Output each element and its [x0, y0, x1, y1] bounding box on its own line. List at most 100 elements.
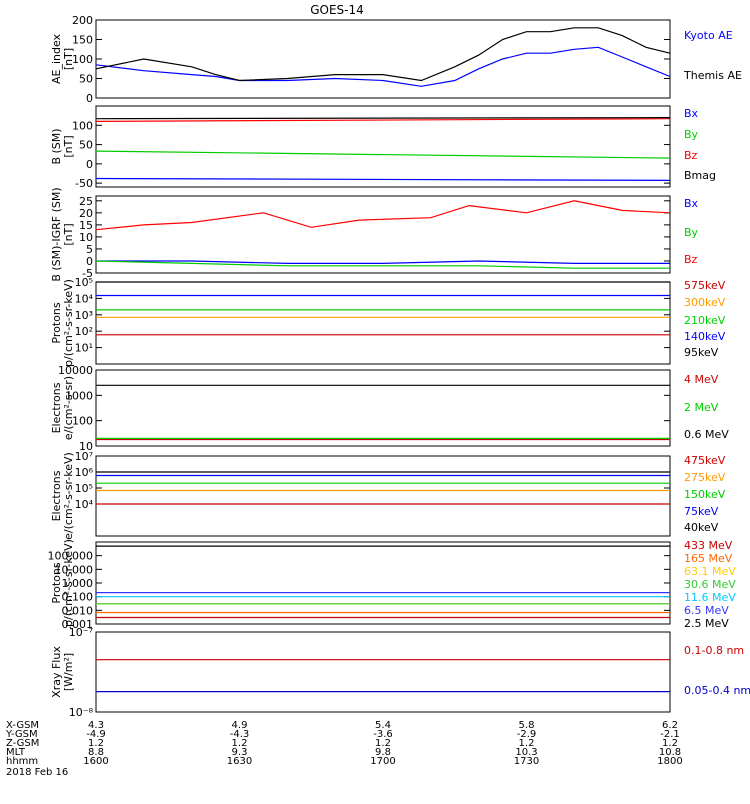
- legend-label: 300keV: [684, 296, 726, 309]
- legend-label: 210keV: [684, 314, 726, 327]
- panel-frame: [96, 282, 670, 364]
- y-axis-label: B (SM)-IGRF (SM)[nT]: [50, 187, 75, 281]
- y-axis-label: B (SM)[nT]: [50, 128, 75, 164]
- legend-label: 575keV: [684, 279, 726, 292]
- x-row-label: hhmm: [6, 756, 38, 767]
- y-tick-label: 10³: [75, 309, 93, 322]
- legend-label: 0.05-0.4 nm: [684, 684, 750, 697]
- panel-8: 10⁻⁸ 10⁻⁷ Xray Flux[W/m²] 0.1-0.8 nm 0.05-0.…: [50, 626, 750, 719]
- legend-label: Bz: [684, 253, 698, 266]
- y-tick-label: 0: [86, 158, 93, 171]
- legend-label: 150keV: [684, 488, 726, 501]
- y-axis-label-line: e/(cm²-s-sr-keV): [62, 452, 75, 540]
- x-tick-label: 1800: [657, 756, 682, 767]
- panel-frame: [96, 632, 670, 712]
- y-axis-label: Electronse/(cm²-s-sr): [50, 376, 75, 440]
- series-line-by: [96, 151, 670, 158]
- y-tick-label: 5: [86, 243, 93, 256]
- legend-label: Bx: [684, 107, 699, 120]
- legend-label: 2.5 MeV: [684, 617, 729, 630]
- x-tick-label: 1700: [370, 756, 395, 767]
- y-tick-label: 10⁻⁸: [69, 706, 94, 719]
- y-tick-label: 150: [72, 34, 93, 47]
- panel-7: 0.0010.0100.1001.00010.000100.000Protons…: [48, 539, 737, 631]
- x-tick-label: 1600: [83, 756, 108, 767]
- y-tick-label: 10⁵: [75, 482, 93, 495]
- y-axis-label-line: e/(cm²-s-sr): [62, 376, 75, 440]
- legend-label: Themis AE: [683, 69, 742, 82]
- y-tick-label: 10: [79, 231, 93, 244]
- legend-label: Bz: [684, 149, 698, 162]
- panel-frame: [96, 542, 670, 624]
- legend-label: 63.1 MeV: [684, 565, 736, 578]
- legend-label: 140keV: [684, 330, 726, 343]
- y-tick-label: 100: [72, 119, 93, 132]
- legend-label: 4 MeV: [684, 373, 719, 386]
- y-tick-label: 0: [86, 92, 93, 105]
- y-tick-label: 10⁵: [75, 276, 93, 289]
- legend-label: 11.6 MeV: [684, 591, 736, 604]
- panel-frame: [96, 456, 670, 536]
- y-tick-label: 10⁷: [75, 450, 93, 463]
- legend-label: 275keV: [684, 471, 726, 484]
- legend-label: 0.6 MeV: [684, 428, 729, 441]
- y-axis-label-line: [W/m²]: [62, 653, 75, 691]
- y-axis-label-line: [nT]: [62, 48, 75, 70]
- y-axis-label: Xray Flux[W/m²]: [50, 646, 75, 698]
- series-line-by: [96, 261, 670, 268]
- y-tick-label: 20: [79, 207, 93, 220]
- y-tick-label: 100: [72, 53, 93, 66]
- y-tick-label: 10⁴: [75, 292, 94, 305]
- legend-label: Bmag: [684, 169, 716, 182]
- legend-label: 40keV: [684, 521, 719, 534]
- y-tick-label: 15: [79, 219, 93, 232]
- y-tick-label: 0: [86, 255, 93, 268]
- legend-label: By: [684, 226, 699, 239]
- y-axis-label-line: [nT]: [62, 223, 75, 245]
- y-tick-label: 10⁶: [75, 466, 94, 479]
- y-axis-label-line: p/(cm²-s-sr-keV): [62, 539, 75, 627]
- legend-label: 6.5 MeV: [684, 604, 729, 617]
- legend-label: 2 MeV: [684, 401, 719, 414]
- y-axis-label: Electronse/(cm²-s-sr-keV): [50, 452, 75, 540]
- legend-label: 95keV: [684, 346, 719, 359]
- legend-label: 30.6 MeV: [684, 578, 736, 591]
- chart-title: GOES-14: [310, 3, 364, 17]
- y-tick-label: 10000: [58, 364, 93, 377]
- x-axis: X-GSMY-GSMZ-GSMMLThhmm4.3-4.91.28.816004…: [5, 720, 683, 778]
- legend-label: Bx: [684, 197, 699, 210]
- legend-label: By: [684, 128, 699, 141]
- y-tick-label: 10¹: [75, 342, 93, 355]
- y-axis-label: Protonsp/(cm²-s-sr-keV): [50, 279, 75, 367]
- y-tick-label: 50: [79, 73, 93, 86]
- legend-label: 475keV: [684, 454, 726, 467]
- panel-frame: [96, 370, 670, 446]
- series-line-bz: [96, 201, 670, 230]
- legend-label: 165 MeV: [684, 552, 733, 565]
- y-tick-label: 10²: [75, 325, 93, 338]
- legend-label: 75keV: [684, 505, 719, 518]
- x-tick-label: 1730: [514, 756, 539, 767]
- y-tick-label: 10⁴: [75, 498, 94, 511]
- legend-label: 433 MeV: [684, 539, 733, 552]
- y-tick-label: 10⁻⁷: [69, 626, 93, 639]
- date-label: 2018 Feb 16: [6, 767, 68, 778]
- y-tick-label: 25: [79, 195, 93, 208]
- y-tick-label: 200: [72, 14, 93, 27]
- y-tick-label: 50: [79, 139, 93, 152]
- y-axis-label-line: p/(cm²-s-sr-keV): [62, 279, 75, 367]
- legend-label: 0.1-0.8 nm: [684, 644, 744, 657]
- series-line-bx: [96, 179, 670, 181]
- y-tick-label: 100: [72, 415, 93, 428]
- series-line-themis-ae: [96, 28, 670, 81]
- y-axis-label-line: [nT]: [62, 135, 75, 157]
- x-tick-label: 1630: [227, 756, 252, 767]
- series-line-kyoto-ae: [96, 47, 670, 86]
